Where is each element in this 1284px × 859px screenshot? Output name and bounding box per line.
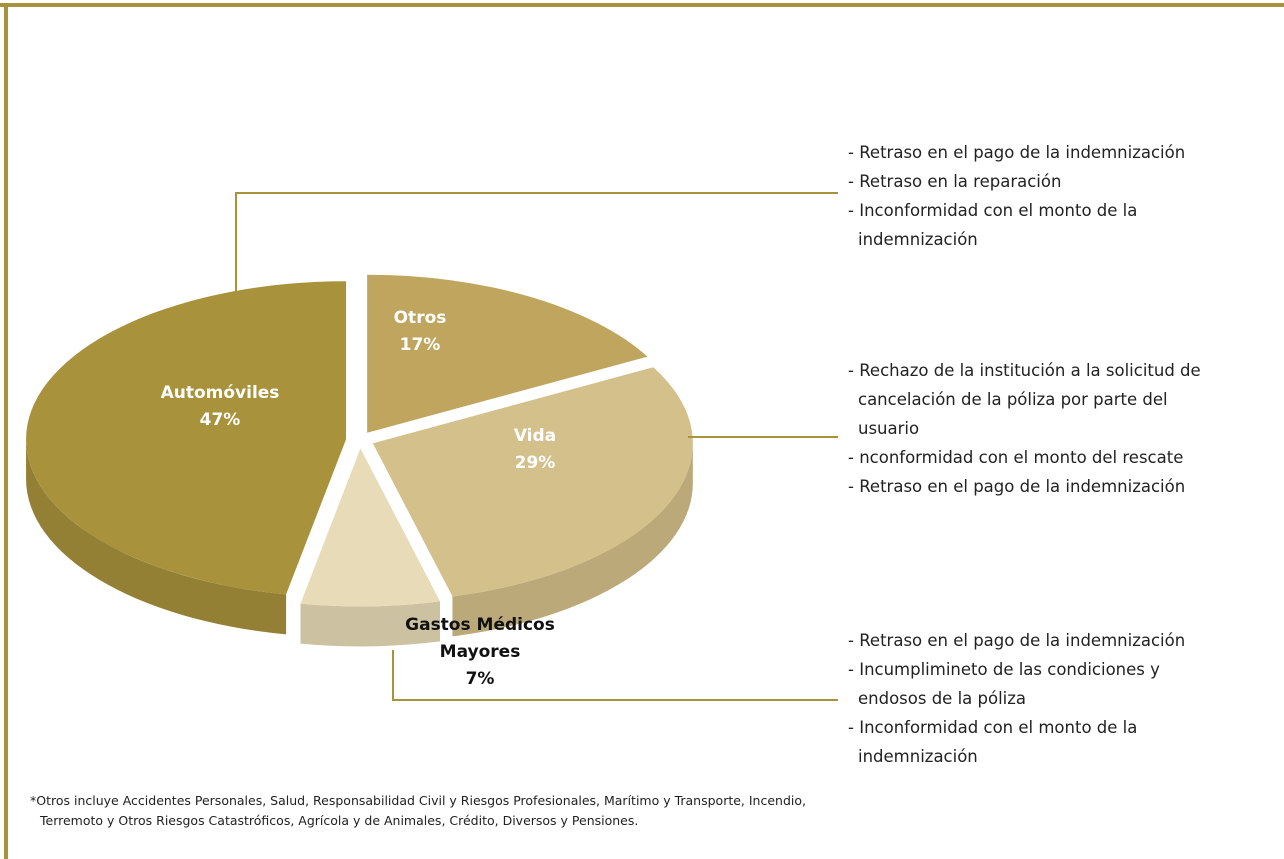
value-label: 47% bbox=[199, 410, 241, 430]
slice bbox=[367, 274, 648, 433]
pie bbox=[26, 274, 693, 647]
annotation-item: - Retraso en el pago de la indemnización bbox=[848, 143, 1186, 162]
annotation-item: - Inconformidad con el monto de la indem… bbox=[848, 718, 1138, 766]
slice-side bbox=[452, 443, 693, 637]
slice-label: Vida 29% bbox=[470, 423, 600, 477]
annotation-item: - Rechazo de la institución a la solicit… bbox=[848, 361, 1201, 438]
annotation-item: - Inconformidad con el monto de la indem… bbox=[848, 201, 1138, 249]
slice bbox=[372, 367, 693, 597]
annotation-item: - Retraso en el pago de la indemnización bbox=[848, 631, 1186, 650]
slice bbox=[300, 448, 441, 607]
slice-label: Gastos Médicos Mayores 7% bbox=[390, 612, 570, 693]
slice-label: Otros 17% bbox=[350, 305, 490, 359]
slice bbox=[26, 281, 347, 595]
annotation-group: - Rechazo de la institución a la solicit… bbox=[848, 356, 1228, 501]
category-label: Gastos Médicos Mayores bbox=[405, 615, 555, 662]
annotation-group: - Retraso en el pago de la indemnización… bbox=[848, 626, 1228, 771]
value-label: 7% bbox=[465, 669, 495, 689]
annotation-group: - Retraso en el pago de la indemnización… bbox=[848, 138, 1228, 254]
slice-side bbox=[26, 439, 287, 635]
annotation-item: - nconformidad con el monto del rescate bbox=[848, 448, 1184, 467]
value-label: 17% bbox=[399, 335, 441, 355]
slice-label: Automóviles 47% bbox=[130, 380, 310, 434]
category-label: Vida bbox=[513, 426, 557, 446]
leader-line bbox=[392, 650, 838, 701]
annotation-item: - Retraso en la reparación bbox=[848, 172, 1062, 191]
category-label: Otros bbox=[393, 308, 447, 328]
value-label: 29% bbox=[514, 453, 556, 473]
category-label: Automóviles bbox=[160, 383, 280, 403]
annotation-item: - Retraso en el pago de la indemnización bbox=[848, 477, 1186, 496]
slice-side bbox=[300, 601, 441, 647]
annotation-item: - Incumplimineto de las condiciones y en… bbox=[848, 660, 1160, 708]
leader-line bbox=[235, 192, 838, 295]
footnote: *Otros incluye Accidentes Personales, Sa… bbox=[30, 793, 806, 828]
